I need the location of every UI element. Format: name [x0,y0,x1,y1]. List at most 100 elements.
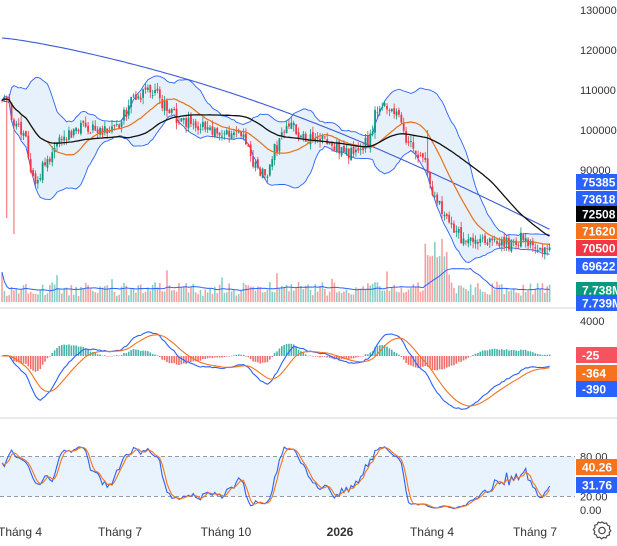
macd-histogram-bar [37,356,39,371]
candle-body [376,111,379,113]
macd-histogram-bar [539,354,541,356]
candle-body [46,159,49,168]
candle-body [94,125,97,131]
volume-bar [82,288,85,302]
candle-body [407,141,410,143]
macd-histogram-bar [491,349,494,356]
candle-body [120,121,123,127]
candle-body [201,122,204,128]
volume-bar [135,292,137,302]
candle-body [429,172,431,185]
candle-body [182,118,185,121]
volume-bar [527,290,529,302]
macd-histogram-bar [271,356,274,357]
candle-body [223,133,226,135]
macd-histogram-bar [283,345,285,356]
macd-histogram-bar [46,356,49,359]
candle-body [15,123,18,127]
candle-body [10,102,13,121]
candle-body [72,129,75,136]
gear-icon[interactable] [592,521,612,541]
macd-histogram-bar [202,356,204,360]
macd-histogram-bar [218,356,221,358]
candle-body [127,105,130,116]
macd-histogram-bar [512,349,515,356]
volume-bar [328,291,331,302]
volume-bar [190,286,192,302]
sma20-line [1,98,550,246]
macd-histogram-bar [477,353,479,356]
candle-body [3,97,6,99]
stochastic-band-fill [0,456,575,497]
macd-histogram-bar [132,349,135,356]
volume-bar [156,287,159,302]
volume-bar [520,295,522,302]
macd-histogram-bar [496,349,498,356]
volume-bar [225,292,228,302]
volume-bar [233,289,235,302]
volume-bar [130,288,132,302]
macd-histogram-bar [123,353,125,356]
volume-bar [448,274,450,302]
candle-body [400,114,403,123]
macd-histogram-bar [166,356,168,362]
volume-bar [304,285,307,302]
volume-bar [235,295,238,302]
volume-bar [460,285,462,302]
volume-ma-line [1,268,550,292]
volume-bar [68,295,70,302]
candle-body [259,168,262,176]
macd-histogram-bar [13,356,15,362]
macd-histogram-bar [273,352,276,356]
volume-bar [206,292,209,302]
volume-bar [283,287,285,302]
macd-histogram-bar [544,354,546,356]
price-label: 71620 [582,225,616,239]
macd-histogram-bar [441,356,443,370]
volume-bar [249,286,252,302]
candle-body [493,239,496,241]
macd-label-bg [576,381,617,397]
macd-histogram-bar [515,350,517,356]
candle-body [383,103,386,106]
macd-histogram-bar [357,356,360,358]
long-ma-line [1,37,550,230]
volume-bar [412,284,415,302]
macd-histogram-bar [216,356,219,358]
macd-histogram-bar [84,348,87,356]
macd-histogram-bar [75,345,77,356]
candle-body [319,138,321,142]
candle-body [321,135,324,140]
candle-body [500,239,503,246]
volume-bar [524,292,527,302]
macd-histogram-bar [467,356,470,358]
macd-histogram-bar [367,354,369,356]
candle-body [89,132,92,134]
volume-bar [331,278,333,302]
time-axis-label: Tháng 7 [98,525,142,539]
macd-histogram-bar [106,356,109,357]
macd-histogram-bar [292,344,295,356]
candle-body [154,89,156,94]
volume-bar [115,295,118,302]
stoch-label-bg [576,477,617,493]
macd-histogram-bar [304,354,307,356]
volume-bar [175,291,178,302]
candle-body [460,226,463,244]
macd-histogram-bar [326,356,329,358]
volume-bar [276,273,278,302]
price-label-bg [576,174,617,190]
macd-histogram-bar [41,356,44,365]
volume-bar [159,282,161,302]
volume-bar [125,285,128,302]
volume-bar [455,293,458,302]
volume-bar [182,286,185,302]
candle-body [355,149,357,153]
candle-body [395,111,398,116]
macd-histogram-bar [235,354,238,356]
macd-tick-label: 4000 [580,316,604,328]
macd-histogram-bar [120,354,123,356]
